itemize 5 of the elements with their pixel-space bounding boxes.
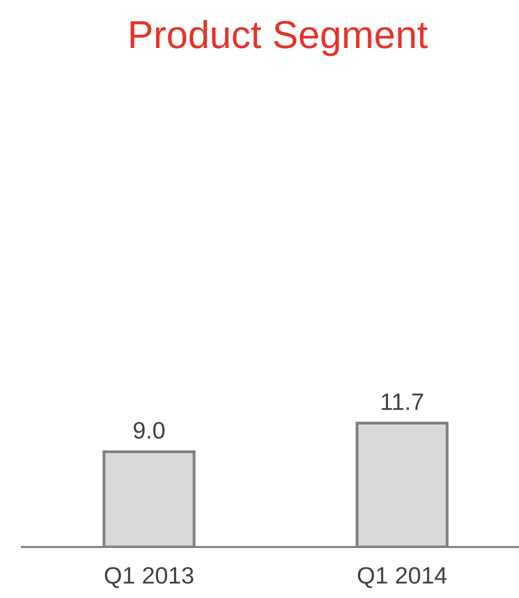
x-tick-label: Q1 2014 — [358, 567, 447, 588]
x-tick-label: Q1 2013 — [104, 567, 194, 588]
data-label: 9.0 — [134, 422, 165, 439]
data-label: 11.7 — [382, 394, 424, 410]
chart-title: Product Segment — [130, 20, 428, 56]
